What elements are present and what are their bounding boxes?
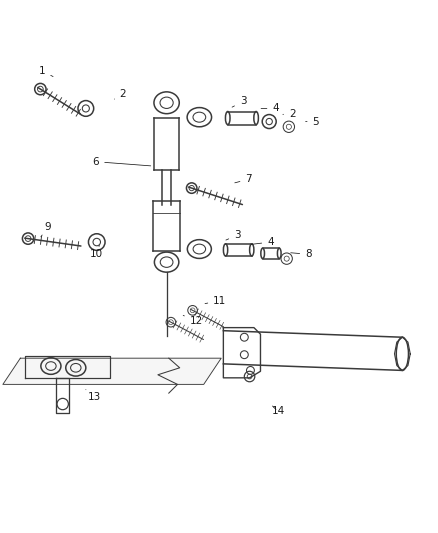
Text: 4: 4 [261, 103, 279, 114]
Text: 12: 12 [183, 316, 203, 326]
Polygon shape [3, 358, 221, 384]
Text: 9: 9 [41, 222, 51, 237]
Text: 5: 5 [306, 117, 319, 126]
Text: 4: 4 [251, 237, 274, 247]
Text: 8: 8 [291, 249, 312, 259]
Text: 6: 6 [92, 157, 151, 167]
Text: 2: 2 [283, 109, 296, 119]
Text: 13: 13 [86, 390, 101, 402]
Text: 7: 7 [235, 174, 252, 184]
Text: 11: 11 [205, 296, 226, 305]
Text: 2: 2 [114, 88, 126, 99]
Text: 3: 3 [226, 230, 240, 240]
Text: 14: 14 [271, 406, 285, 416]
Text: 1: 1 [39, 66, 53, 77]
Text: 10: 10 [89, 246, 102, 259]
Text: 3: 3 [232, 96, 246, 107]
